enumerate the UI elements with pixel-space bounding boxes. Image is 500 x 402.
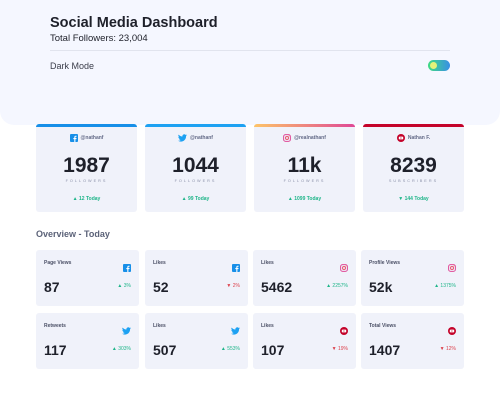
follower-count: 8239 xyxy=(390,154,437,177)
follower-card-instagram[interactable]: @realnathanf 11k FOLLOWERS ▲ 1099 Today xyxy=(254,124,355,212)
overview-delta: ▲ 2257% xyxy=(326,283,348,289)
overview-value: 5462 xyxy=(261,279,293,295)
follower-count: 1044 xyxy=(172,154,219,177)
youtube-icon xyxy=(396,134,405,142)
overview-value: 507 xyxy=(153,342,177,358)
header-band xyxy=(0,0,500,125)
overview-value: 117 xyxy=(44,342,67,358)
follower-count: 11k xyxy=(287,154,322,177)
overview-card-twitter-retweets[interactable]: Retweets 117 ▲ 303% xyxy=(36,313,139,369)
card-stripe xyxy=(36,124,137,127)
overview-card-twitter-likes[interactable]: Likes 507 ▲ 553% xyxy=(145,313,248,369)
overview-delta: ▲ 553% xyxy=(220,346,240,352)
overview-delta: ▲ 303% xyxy=(111,346,131,352)
overview-label: Likes xyxy=(153,323,166,329)
overview-delta: ▼ 19% xyxy=(331,346,348,352)
today-change: ▲ 1099 Today xyxy=(287,196,322,202)
overview-value: 107 xyxy=(261,342,285,358)
page-title: Social Media Dashboard xyxy=(50,15,218,31)
overview-label: Total Views xyxy=(369,323,397,329)
card-handle-row: @realnathanf xyxy=(254,134,355,142)
card-handle: Nathan F. xyxy=(407,135,431,141)
today-change: ▲ 99 Today xyxy=(181,196,210,202)
overview-delta: ▲ 1375% xyxy=(434,283,456,289)
today-change: ▲ 12 Today xyxy=(72,196,101,202)
overview-card-facebook-page-views[interactable]: Page Views 87 ▲ 3% xyxy=(36,250,139,306)
overview-value: 87 xyxy=(44,279,60,295)
card-handle-row: Nathan F. xyxy=(363,134,464,142)
card-stripe xyxy=(145,124,246,127)
twitter-icon xyxy=(231,322,240,340)
overview-delta: ▼ 12% xyxy=(439,346,456,352)
card-stripe xyxy=(254,124,355,127)
overview-label: Page Views xyxy=(44,260,72,266)
follower-label: SUBSCRIBERS xyxy=(388,179,439,183)
youtube-icon xyxy=(340,322,348,340)
overview-label: Likes xyxy=(261,260,274,266)
youtube-icon xyxy=(448,322,456,340)
overview-card-instagram-likes[interactable]: Likes 5462 ▲ 2257% xyxy=(253,250,356,306)
overview-card-youtube-likes[interactable]: Likes 107 ▼ 19% xyxy=(253,313,356,369)
card-stripe xyxy=(363,124,464,127)
header-divider xyxy=(50,50,450,51)
overview-card-facebook-likes[interactable]: Likes 52 ▼ 2% xyxy=(145,250,248,306)
follower-count: 1987 xyxy=(63,154,110,177)
total-followers: Total Followers: 23,004 xyxy=(50,33,148,44)
overview-label: Profile Views xyxy=(369,260,401,266)
facebook-icon xyxy=(123,259,131,277)
instagram-icon xyxy=(340,259,348,277)
overview-delta: ▲ 3% xyxy=(117,283,131,289)
instagram-icon xyxy=(283,134,291,142)
overview-label: Likes xyxy=(153,260,166,266)
follower-label: FOLLOWERS xyxy=(283,179,326,183)
follower-card-youtube[interactable]: Nathan F. 8239 SUBSCRIBERS ▼ 144 Today xyxy=(363,124,464,212)
overview-label: Likes xyxy=(261,323,274,329)
card-handle-row: @nathanf xyxy=(145,134,246,142)
instagram-icon xyxy=(448,259,456,277)
card-handle: @nathanf xyxy=(80,135,104,141)
twitter-icon xyxy=(178,134,188,142)
follower-card-twitter[interactable]: @nathanf 1044 FOLLOWERS ▲ 99 Today xyxy=(145,124,246,212)
overview-card-youtube-total-views[interactable]: Total Views 1407 ▼ 12% xyxy=(361,313,464,369)
overview-value: 52 xyxy=(153,279,169,295)
follower-card-facebook[interactable]: @nathanf 1987 FOLLOWERS ▲ 12 Today xyxy=(36,124,137,212)
facebook-icon xyxy=(69,134,78,142)
overview-card-instagram-profile-views[interactable]: Profile Views 52k ▲ 1375% xyxy=(361,250,464,306)
overview-label: Retweets xyxy=(44,323,66,329)
overview-delta: ▼ 2% xyxy=(226,283,240,289)
dark-mode-toggle[interactable] xyxy=(428,60,450,71)
overview-value: 1407 xyxy=(369,342,401,358)
follower-label: FOLLOWERS xyxy=(65,179,108,183)
card-handle: @realnathanf xyxy=(294,135,326,141)
toggle-knob xyxy=(430,62,437,69)
dark-mode-label: Dark Mode xyxy=(50,61,95,71)
twitter-icon xyxy=(122,322,131,340)
overview-title: Overview - Today xyxy=(36,229,110,239)
card-handle-row: @nathanf xyxy=(36,134,137,142)
card-handle: @nathanf xyxy=(190,135,213,141)
facebook-icon xyxy=(232,259,240,277)
overview-value: 52k xyxy=(369,279,393,295)
today-change: ▼ 144 Today xyxy=(398,196,429,202)
follower-label: FOLLOWERS xyxy=(174,179,217,183)
